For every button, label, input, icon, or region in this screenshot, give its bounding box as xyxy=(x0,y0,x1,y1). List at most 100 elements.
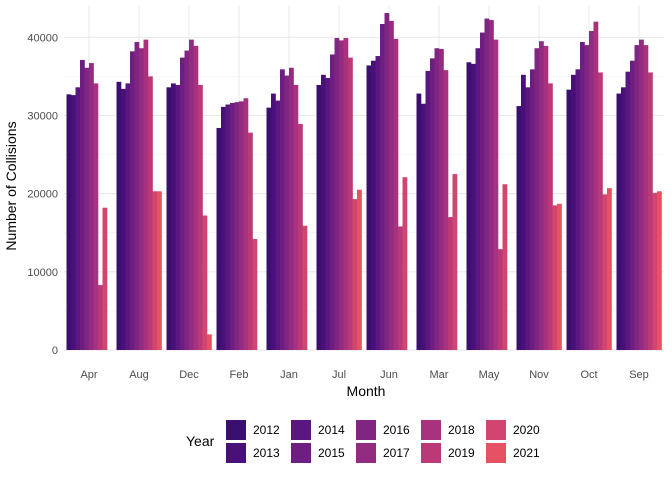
legend-label-2018: 2018 xyxy=(448,423,475,437)
bar-Jul-2021 xyxy=(357,189,362,350)
x-tick-label: May xyxy=(479,369,500,381)
bar-Sep-2020 xyxy=(652,192,658,350)
bar-Dec-2013 xyxy=(171,83,176,351)
bar-Sep-2017 xyxy=(639,39,644,350)
bar-Nov-2020 xyxy=(552,205,558,350)
y-tick-label: 20000 xyxy=(27,189,58,201)
legend-label-2016: 2016 xyxy=(383,423,410,437)
bar-Jun-2018 xyxy=(393,38,399,350)
bar-Feb-2016 xyxy=(234,102,240,350)
bar-Jul-2019 xyxy=(348,57,353,350)
bars-layer xyxy=(66,13,662,351)
bar-Jul-2018 xyxy=(343,38,349,351)
bar-Sep-2016 xyxy=(634,45,640,350)
bar-Oct-2017 xyxy=(589,31,594,350)
bar-Aug-2018 xyxy=(143,39,149,350)
legend-key-2017 xyxy=(356,443,376,463)
bar-May-2012 xyxy=(466,62,472,351)
bar-Oct-2012 xyxy=(566,89,572,351)
bar-Jan-2016 xyxy=(284,75,290,350)
bar-Jul-2020 xyxy=(352,199,358,350)
legend-label-2013: 2013 xyxy=(253,446,280,460)
bar-Oct-2019 xyxy=(598,72,603,351)
bar-May-2020 xyxy=(502,184,508,350)
x-axis-title: Month xyxy=(347,383,386,399)
legend-key-2015 xyxy=(291,443,311,463)
bar-Aug-2017 xyxy=(139,48,144,351)
bar-Jan-2014 xyxy=(275,100,281,350)
bar-Dec-2018 xyxy=(193,45,199,350)
bar-May-2019 xyxy=(498,249,503,350)
bar-May-2017 xyxy=(489,20,494,351)
bar-Aug-2020 xyxy=(152,191,158,350)
bar-Sep-2018 xyxy=(643,45,649,350)
bar-Aug-2014 xyxy=(125,83,131,351)
bar-Oct-2018 xyxy=(593,21,599,351)
x-tick-label: Jan xyxy=(280,369,298,381)
bar-Jan-2012 xyxy=(266,107,272,351)
bar-Dec-2019 xyxy=(198,84,203,351)
bar-Jul-2012 xyxy=(316,84,322,351)
y-tick-label: 0 xyxy=(52,345,58,357)
y-tick-label: 10000 xyxy=(27,267,58,279)
bar-Aug-2015 xyxy=(130,51,135,350)
bar-Sep-2019 xyxy=(648,72,653,351)
bar-Oct-2016 xyxy=(584,45,590,350)
x-tick-label: Dec xyxy=(179,369,199,381)
legend-key-2021 xyxy=(486,443,506,463)
bar-Feb-2020 xyxy=(252,238,258,350)
bar-Feb-2017 xyxy=(239,101,244,350)
bar-Jan-2015 xyxy=(280,69,285,350)
bar-Nov-2016 xyxy=(534,48,540,351)
bar-Mar-2019 xyxy=(448,217,453,350)
bar-Dec-2020 xyxy=(202,215,208,350)
bar-Jun-2017 xyxy=(389,20,394,350)
y-tick-label: 30000 xyxy=(27,110,58,122)
x-tick-label: Jun xyxy=(380,369,398,381)
bar-Apr-2020 xyxy=(102,207,108,350)
bar-Mar-2020 xyxy=(452,174,458,350)
bar-Apr-2016 xyxy=(84,67,90,350)
bar-Dec-2021 xyxy=(207,334,212,350)
x-tick-label: Aug xyxy=(129,369,149,381)
legend-key-2019 xyxy=(421,443,441,463)
legend-label-2020: 2020 xyxy=(513,423,540,437)
x-tick-label: Mar xyxy=(430,369,449,381)
bar-Mar-2013 xyxy=(421,103,426,351)
bar-Feb-2012 xyxy=(216,127,222,350)
bar-Dec-2012 xyxy=(166,87,172,351)
bar-Nov-2018 xyxy=(543,45,549,350)
bar-Dec-2014 xyxy=(175,84,181,351)
legend-key-2014 xyxy=(291,420,311,440)
bar-Jan-2017 xyxy=(289,67,294,350)
bar-Jun-2013 xyxy=(371,60,376,351)
bar-Oct-2014 xyxy=(575,69,581,350)
y-tick-label: 40000 xyxy=(27,32,58,44)
bar-Sep-2015 xyxy=(630,60,635,351)
bar-Mar-2014 xyxy=(425,70,431,351)
bar-Mar-2017 xyxy=(439,49,444,350)
x-tick-label: Jul xyxy=(332,369,346,381)
bar-Jun-2015 xyxy=(380,23,385,351)
legend-key-2016 xyxy=(356,420,376,440)
legend-key-2012 xyxy=(226,420,246,440)
bar-Jan-2019 xyxy=(298,124,303,351)
bar-Dec-2016 xyxy=(184,50,190,351)
bar-Jun-2012 xyxy=(366,65,372,350)
bar-Jul-2014 xyxy=(325,77,331,350)
bar-Jun-2014 xyxy=(375,56,381,350)
bar-Jun-2019 xyxy=(398,226,403,350)
y-axis-ticks: 0 10000 20000 30000 40000 xyxy=(27,32,58,357)
bar-Jul-2013 xyxy=(321,74,326,351)
bar-May-2014 xyxy=(475,48,481,351)
bar-May-2013 xyxy=(471,63,476,350)
bar-Oct-2020 xyxy=(602,194,608,350)
legend-key-2013 xyxy=(226,443,246,463)
x-axis-ticks: Apr Aug Dec Feb Jan Jul Jun Mar May Nov Oct Sep xyxy=(80,369,648,381)
legend-label-2015: 2015 xyxy=(318,446,345,460)
legend-title: Year xyxy=(186,433,215,449)
bar-Aug-2021 xyxy=(157,191,162,350)
bar-Dec-2017 xyxy=(189,39,194,350)
bar-Nov-2012 xyxy=(516,106,522,350)
legend-label-2012: 2012 xyxy=(253,423,280,437)
